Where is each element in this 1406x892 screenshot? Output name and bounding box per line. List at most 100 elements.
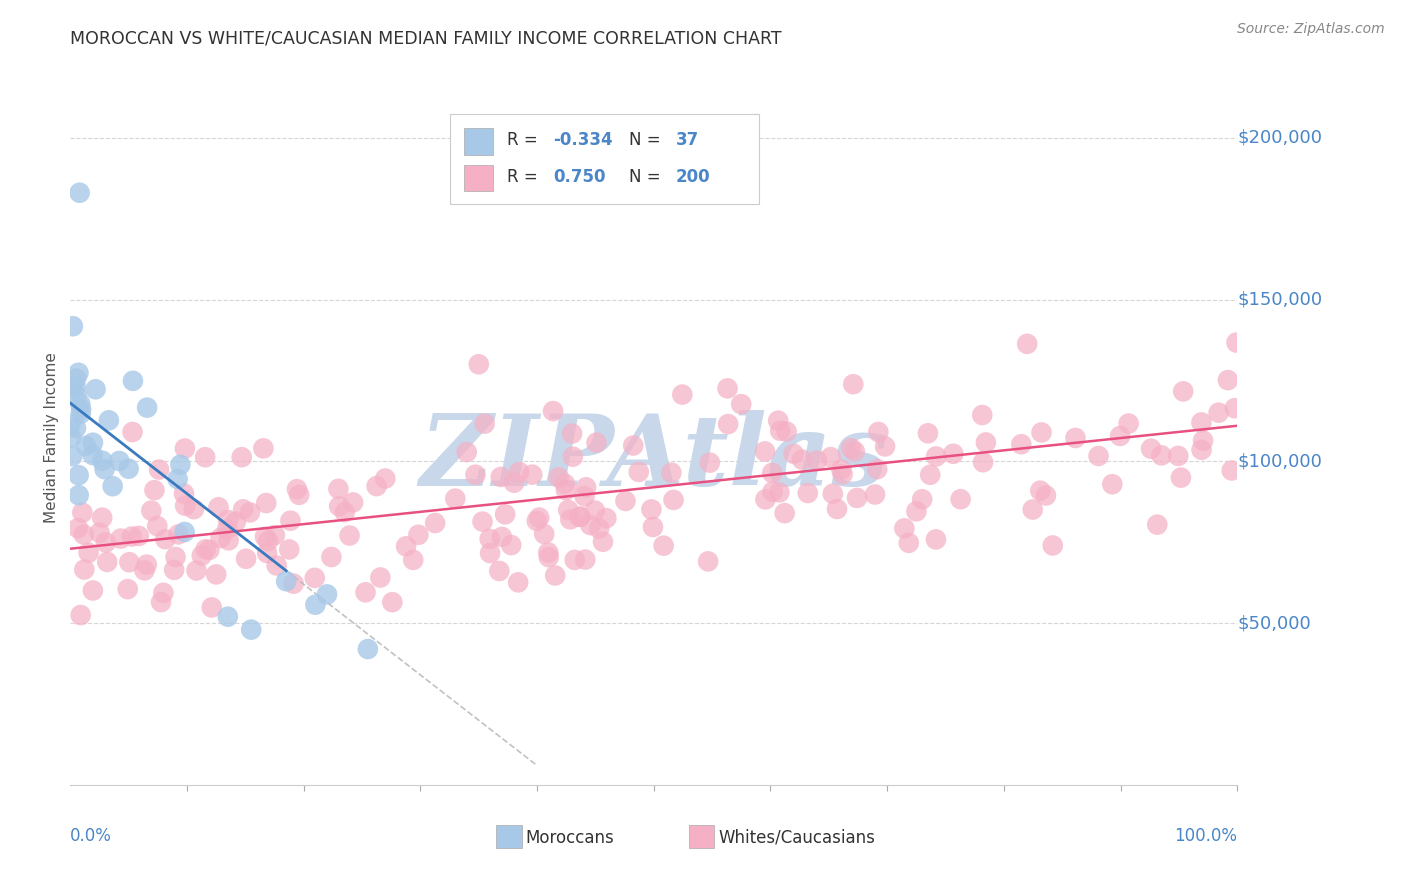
Point	[537, 545, 560, 559]
Point	[173, 486, 195, 500]
Point	[1109, 429, 1132, 443]
Point	[831, 467, 853, 482]
Point	[316, 587, 339, 601]
Point	[59, 430, 82, 444]
Point	[93, 462, 115, 476]
Point	[820, 450, 842, 464]
Point	[478, 532, 501, 546]
FancyBboxPatch shape	[450, 113, 759, 204]
Point	[280, 514, 302, 528]
Point	[557, 503, 579, 517]
Point	[152, 586, 174, 600]
Point	[949, 492, 972, 507]
Point	[471, 515, 494, 529]
Point	[60, 380, 83, 394]
Point	[821, 487, 844, 501]
Point	[806, 453, 828, 467]
Point	[122, 374, 145, 388]
Point	[526, 514, 548, 528]
Point	[942, 447, 965, 461]
Point	[97, 413, 120, 427]
Point	[641, 520, 664, 534]
Point	[82, 448, 104, 462]
Point	[143, 483, 166, 497]
Point	[444, 491, 467, 506]
Point	[121, 425, 143, 439]
Text: Moroccans: Moroccans	[526, 829, 614, 847]
Point	[67, 366, 90, 380]
Point	[91, 510, 114, 524]
Point	[568, 509, 591, 524]
Point	[167, 527, 190, 541]
Point	[304, 598, 326, 612]
Point	[866, 462, 889, 476]
Point	[65, 371, 87, 385]
Text: Source: ZipAtlas.com: Source: ZipAtlas.com	[1237, 22, 1385, 37]
Point	[585, 435, 607, 450]
Point	[304, 571, 326, 585]
Point	[1192, 434, 1215, 448]
Point	[537, 550, 560, 565]
Point	[503, 475, 526, 490]
Point	[533, 527, 555, 541]
Point	[66, 521, 89, 535]
Point	[1029, 483, 1052, 498]
Point	[544, 568, 567, 582]
Point	[699, 456, 721, 470]
Point	[209, 531, 232, 545]
Point	[1064, 431, 1087, 445]
Point	[627, 465, 650, 479]
Point	[554, 476, 576, 491]
Point	[501, 538, 523, 552]
Point	[69, 407, 91, 421]
Point	[717, 417, 740, 431]
Point	[110, 532, 132, 546]
Point	[1220, 463, 1243, 477]
Point	[82, 583, 104, 598]
Point	[366, 479, 388, 493]
Text: $50,000: $50,000	[1237, 615, 1310, 632]
Point	[60, 449, 83, 463]
Point	[1035, 488, 1057, 502]
Point	[136, 401, 159, 415]
Point	[782, 447, 804, 461]
Point	[128, 529, 150, 543]
Point	[522, 467, 544, 482]
Point	[1017, 336, 1039, 351]
Point	[662, 492, 685, 507]
Text: 100.0%: 100.0%	[1174, 827, 1237, 845]
Point	[797, 486, 820, 500]
Point	[217, 513, 239, 527]
Point	[65, 388, 87, 402]
Point	[232, 502, 254, 516]
Point	[508, 465, 530, 479]
Point	[288, 488, 311, 502]
Point	[96, 555, 118, 569]
Point	[730, 397, 752, 411]
Point	[494, 508, 516, 522]
Point	[339, 528, 361, 542]
Point	[84, 382, 107, 396]
Point	[207, 500, 229, 515]
Point	[381, 595, 404, 609]
Point	[1140, 442, 1163, 456]
Point	[1167, 449, 1189, 463]
Point	[456, 445, 478, 459]
Point	[640, 502, 662, 516]
Point	[905, 504, 928, 518]
Point	[72, 506, 94, 520]
Point	[67, 468, 90, 483]
Point	[231, 450, 253, 465]
Point	[527, 510, 550, 524]
Point	[1173, 384, 1195, 399]
Point	[173, 524, 195, 539]
Point	[569, 509, 592, 524]
Point	[768, 485, 790, 500]
Point	[276, 574, 298, 589]
Point	[395, 539, 418, 553]
Point	[253, 530, 276, 544]
Point	[201, 600, 224, 615]
Point	[873, 439, 896, 453]
Point	[155, 532, 177, 546]
Point	[1118, 417, 1140, 431]
